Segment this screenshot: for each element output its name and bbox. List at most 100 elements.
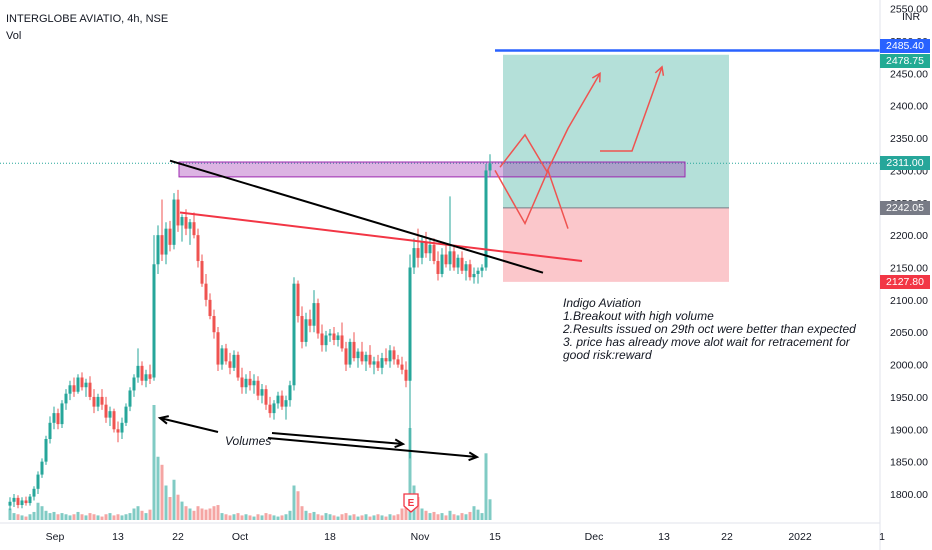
- candle-body: [56, 413, 60, 425]
- volume-arrow-mid-head: [394, 438, 406, 449]
- candle-body: [256, 380, 260, 396]
- price-badge: 2311.00: [880, 156, 930, 171]
- volume-bar: [244, 514, 248, 520]
- candle-body: [184, 217, 188, 229]
- volume-bar: [280, 515, 284, 520]
- volume-bar: [424, 510, 428, 520]
- volume-bar: [368, 516, 372, 520]
- candle-body: [440, 254, 444, 274]
- earnings-marker: [403, 493, 419, 513]
- candle-body: [444, 254, 448, 265]
- candle-body: [176, 199, 180, 226]
- volume-bar: [92, 514, 96, 520]
- volume-bar: [364, 514, 368, 520]
- candle-body: [112, 411, 116, 430]
- y-tick-label: 2050.00: [890, 327, 928, 339]
- y-tick-label: 1950.00: [890, 392, 928, 404]
- candle-body: [380, 358, 384, 368]
- volume-bar: [212, 506, 216, 520]
- candle-body: [76, 377, 80, 392]
- volume-bar: [296, 491, 300, 520]
- note-line: 2.Results issued on 29th oct were better…: [563, 322, 856, 336]
- volume-bar: [124, 514, 128, 520]
- volume-bar: [304, 510, 308, 520]
- candle-body: [460, 257, 464, 271]
- candle-body: [44, 438, 48, 462]
- volume-bar: [372, 515, 376, 520]
- volume-bar: [468, 511, 472, 520]
- y-tick-label: 1800.00: [890, 489, 928, 501]
- volume-bar: [60, 513, 64, 520]
- price-badge: 2242.05: [880, 200, 930, 215]
- candle-body: [480, 267, 484, 271]
- volume-bar: [176, 494, 180, 520]
- candle-body: [340, 335, 344, 349]
- candle-body: [24, 500, 28, 504]
- volume-bar: [256, 514, 260, 520]
- projection-path-down: [494, 168, 569, 229]
- volume-bar: [228, 515, 232, 520]
- note-line: 1.Breakout with high volume: [563, 309, 714, 323]
- volume-bar: [236, 513, 240, 520]
- candle-body: [80, 377, 84, 388]
- volume-bar: [136, 506, 140, 520]
- red-trendline: [179, 211, 583, 263]
- volume-bar: [380, 515, 384, 520]
- y-tick-label: 2150.00: [890, 263, 928, 275]
- volume-bar: [360, 515, 364, 520]
- volume-bar: [16, 514, 20, 520]
- volume-bar: [488, 499, 492, 520]
- candle-body: [488, 163, 492, 171]
- candle-body: [396, 359, 400, 365]
- volume-bar: [204, 509, 208, 520]
- volume-bar: [456, 515, 460, 520]
- volume-bar: [224, 514, 228, 520]
- candle-body: [468, 264, 472, 278]
- candle-body: [40, 461, 44, 475]
- candle-body: [484, 170, 488, 268]
- candle-body: [324, 335, 328, 346]
- candle-body: [304, 319, 308, 342]
- volume-bar: [484, 453, 488, 520]
- candle-body: [36, 474, 40, 489]
- candle-body: [448, 251, 452, 265]
- candle-body: [188, 222, 192, 229]
- volume-arrow-right: [267, 437, 478, 458]
- candle-body: [52, 413, 56, 423]
- volume-bar: [200, 508, 204, 520]
- volume-bar: [8, 508, 12, 520]
- note-line: 3. price has already move alot wait for …: [563, 335, 850, 349]
- candle-body: [344, 348, 348, 365]
- volume-bar: [344, 513, 348, 520]
- volume-bar: [292, 485, 296, 520]
- volume-bar: [180, 501, 184, 520]
- currency-label: INR: [902, 11, 921, 23]
- volume-indicator-label[interactable]: Vol: [6, 30, 22, 42]
- volume-bar: [276, 516, 280, 520]
- y-tick-label: 2350.00: [890, 133, 928, 145]
- volume-bar: [392, 515, 396, 520]
- volume-bar: [384, 516, 388, 520]
- x-tick-label: 1: [879, 531, 885, 543]
- volume-arrow-right-head: [468, 451, 480, 462]
- volume-bar: [148, 509, 152, 520]
- candle-body: [220, 348, 224, 365]
- candle-body: [320, 333, 324, 346]
- candle-body: [88, 382, 92, 397]
- volume-bar: [48, 513, 52, 520]
- candle-body: [416, 248, 420, 258]
- x-tick-label: 18: [324, 531, 336, 543]
- volume-bar: [172, 479, 176, 520]
- candle-body: [48, 422, 52, 439]
- volume-bar: [416, 497, 420, 520]
- candle-body: [140, 365, 144, 381]
- candle-body: [472, 273, 476, 278]
- volume-bar: [420, 508, 424, 520]
- candle-body: [464, 264, 468, 271]
- candle-body: [68, 385, 72, 394]
- y-tick-label: 1850.00: [890, 457, 928, 469]
- candle-body: [276, 395, 280, 404]
- volume-bar: [272, 515, 276, 520]
- candle-body: [144, 374, 148, 381]
